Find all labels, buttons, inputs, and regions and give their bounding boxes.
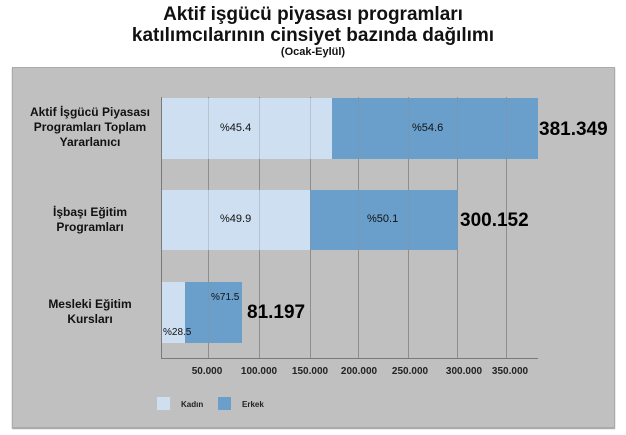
legend-swatch-erkek [218, 397, 231, 410]
x-tick-label: 350.000 [491, 366, 529, 377]
gridline-overlay [310, 97, 311, 358]
category-label-line: Programları Toplam [33, 120, 147, 134]
x-tick-label: 100.000 [240, 366, 278, 377]
pct-label-erkek: %50.1 [367, 213, 399, 225]
x-tick-label: 200.000 [340, 366, 378, 377]
pct-label-kadin: %49.9 [220, 213, 252, 225]
legend-label-kadin: Kadın [181, 400, 204, 409]
gridline-overlay [259, 97, 260, 358]
bar-kadin-isbasi [162, 190, 310, 250]
category-label-line: Mesleki Eğitim [48, 297, 132, 311]
gridline-overlay [457, 97, 458, 358]
category-label-mesleki: Mesleki Eğitim Kursları [20, 297, 160, 327]
x-tick-label: 300.000 [445, 366, 483, 377]
bar-kadin-total [162, 98, 332, 159]
legend-label-erkek: Erkek [242, 400, 264, 409]
category-label-line: Kursları [67, 312, 113, 326]
category-label-isbasi: İşbaşı Eğitim Programları [20, 205, 160, 235]
x-tick-label: 250.000 [391, 366, 429, 377]
gridline-overlay [208, 97, 209, 358]
pct-label-kadin: %45.4 [220, 122, 252, 134]
bar-erkek-isbasi [310, 190, 458, 250]
y-axis-line [161, 97, 162, 359]
chart-title-line2: katılımcılarının cinsiyet bazında dağılı… [131, 25, 495, 46]
total-label: 381.349 [539, 119, 608, 140]
x-tick-label: 50.000 [191, 366, 223, 377]
total-label: 300.152 [460, 210, 529, 231]
gridline-overlay [358, 97, 359, 358]
x-axis-line [161, 358, 538, 359]
legend-swatch-kadin [157, 397, 170, 410]
category-label-line: Programları [56, 220, 124, 234]
chart-subtitle: (Ocak-Eylül) [280, 46, 346, 58]
gridline-overlay [506, 97, 507, 358]
total-label: 81.197 [247, 302, 306, 323]
category-label-line: Aktif İşgücü Piyasası [29, 105, 151, 119]
category-label-line: İşbaşı Eğitim [52, 205, 128, 219]
pct-label-kadin: %28.5 [163, 327, 192, 338]
x-tick-label: 150.000 [291, 366, 329, 377]
bar-erkek-total [332, 98, 538, 159]
bar-erkek-mesleki [185, 282, 242, 343]
bar-kadin-mesleki [162, 282, 185, 343]
gridline-overlay [408, 97, 409, 358]
category-label-line: Yararlanıcı [59, 135, 121, 149]
pct-label-erkek: %54.6 [412, 122, 444, 134]
category-label-total: Aktif İşgücü Piyasası Programları Toplam… [20, 105, 160, 150]
gridline [506, 97, 507, 358]
pct-label-erkek: %71.5 [211, 292, 240, 303]
chart-title-line1: Aktif işgücü piyasası programları [163, 4, 463, 25]
